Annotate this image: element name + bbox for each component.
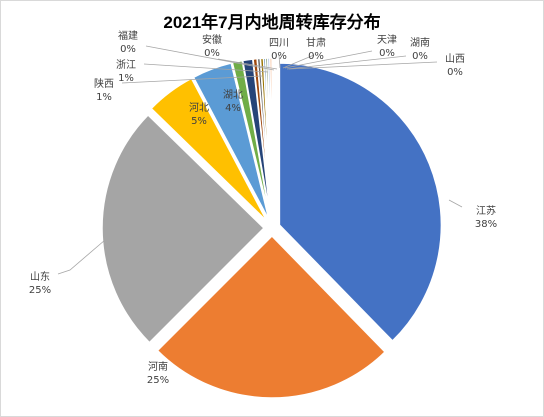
data-label-name-浙江: 浙江 bbox=[116, 59, 136, 71]
leader-line-湖南 bbox=[286, 55, 407, 70]
data-label-name-安徽: 安徽 bbox=[202, 33, 222, 46]
pie-slice-湖北 bbox=[192, 62, 270, 221]
pie-slice-山东 bbox=[101, 113, 266, 344]
data-label-name-陕西: 陕西 bbox=[94, 77, 114, 90]
data-label-value-河北: 5% bbox=[191, 116, 207, 127]
leader-lines bbox=[57, 45, 463, 275]
data-label-name-甘肃: 甘肃 bbox=[306, 36, 326, 49]
leader-line-福建 bbox=[145, 45, 275, 71]
data-label-value-湖南: 0% bbox=[412, 51, 428, 62]
leader-line-安徽 bbox=[217, 58, 278, 70]
leader-line-山东 bbox=[57, 239, 106, 275]
leader-line-甘肃 bbox=[282, 54, 315, 69]
data-label-value-湖北: 4% bbox=[225, 103, 241, 114]
data-label-value-天津: 0% bbox=[379, 48, 395, 59]
data-label-name-湖南: 湖南 bbox=[410, 36, 430, 49]
data-label-value-山西: 0% bbox=[447, 67, 463, 78]
pie-slices bbox=[101, 57, 443, 399]
data-label-name-山东: 山东 bbox=[30, 270, 50, 283]
data-label-name-福建: 福建 bbox=[118, 29, 138, 42]
data-label-name-四川: 四川 bbox=[269, 38, 289, 49]
data-label-value-河南: 25% bbox=[147, 375, 169, 386]
data-label-value-甘肃: 0% bbox=[308, 51, 324, 62]
pie-slice-河北 bbox=[150, 77, 268, 223]
pie-slice-江苏 bbox=[278, 62, 443, 343]
data-label-value-福建: 0% bbox=[120, 44, 136, 55]
data-label-value-陕西: 1% bbox=[96, 92, 112, 103]
data-label-value-四川: 0% bbox=[271, 51, 287, 62]
chart-title: 2021年7月内地周转库存分布 bbox=[163, 12, 380, 32]
data-label-name-天津: 天津 bbox=[377, 34, 397, 46]
data-label-value-山东: 25% bbox=[29, 285, 51, 296]
pie-slice-河南 bbox=[156, 234, 387, 399]
data-label-value-安徽: 0% bbox=[204, 48, 220, 59]
leader-line-天津 bbox=[284, 50, 373, 69]
data-label-name-湖北: 湖北 bbox=[223, 89, 243, 101]
data-label-name-河南: 河南 bbox=[148, 360, 168, 373]
data-label-value-浙江: 1% bbox=[118, 73, 134, 84]
data-label-name-江苏: 江苏 bbox=[476, 204, 496, 217]
pie-slice-山西 bbox=[269, 57, 273, 221]
leader-line-浙江 bbox=[143, 63, 269, 73]
leader-line-陕西 bbox=[121, 75, 263, 84]
data-label-name-河北: 河北 bbox=[189, 102, 209, 114]
data-label-value-江苏: 38% bbox=[475, 219, 497, 230]
leader-line-江苏 bbox=[448, 199, 463, 208]
leader-line-山西 bbox=[288, 61, 438, 70]
data-labels: 江苏 38% 河南 25% 山东 25% 河北 5% 湖北 4% 陕西 1% 浙江 1% 福建 0% 安徽 0% 四… bbox=[29, 29, 497, 386]
leader-line-四川 bbox=[278, 54, 281, 69]
data-label-name-山西: 山西 bbox=[445, 53, 465, 65]
